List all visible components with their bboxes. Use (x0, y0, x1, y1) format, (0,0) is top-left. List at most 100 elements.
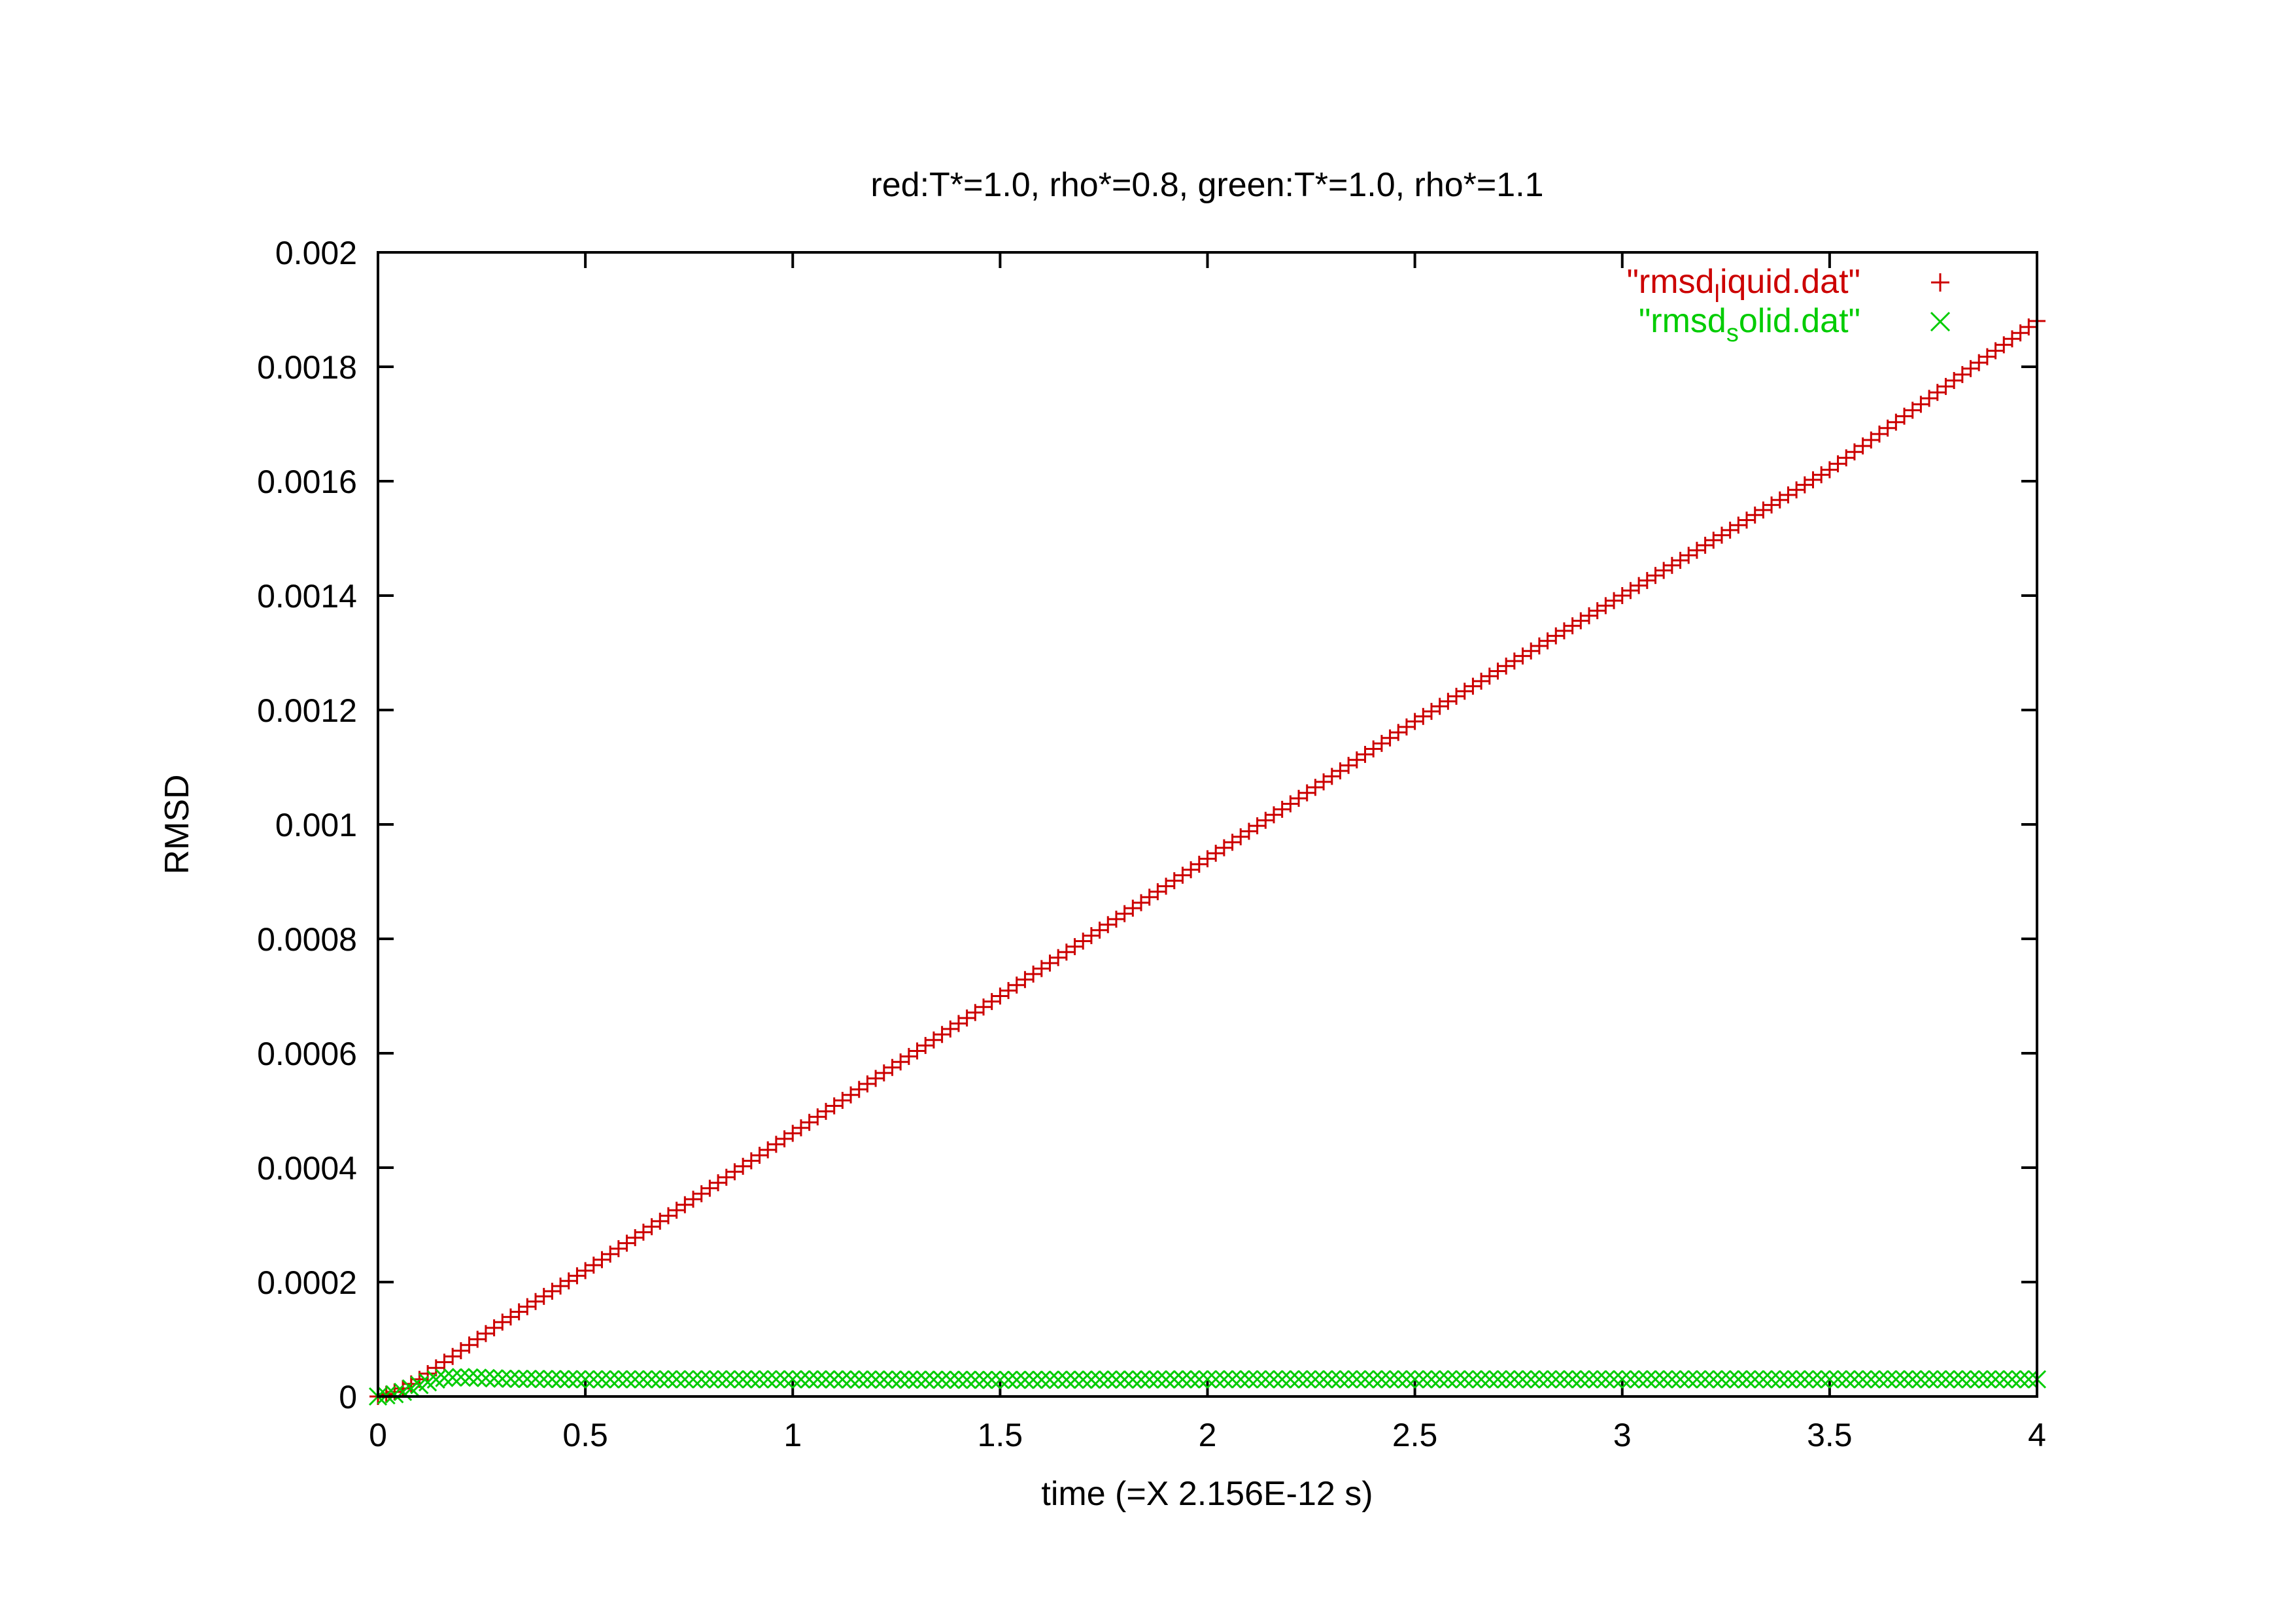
series-1-point (1928, 1370, 1947, 1389)
y-tick-label: 0.0004 (257, 1150, 357, 1187)
series-1-point (1878, 1370, 1897, 1389)
series-1-point (1007, 1370, 1026, 1389)
series-1-point (966, 1370, 985, 1389)
series-1-point (1538, 1370, 1557, 1389)
series-1-point (460, 1368, 479, 1387)
series-1-point (1405, 1370, 1424, 1389)
series-1-point (1322, 1370, 1341, 1389)
series-1-point (559, 1370, 578, 1389)
series-1-point (1422, 1370, 1441, 1389)
series-1-point (501, 1369, 521, 1389)
series-1-point (1016, 1370, 1035, 1389)
series-1-point (1131, 1370, 1151, 1389)
series-1-point (717, 1370, 736, 1389)
series-1-point (1455, 1370, 1474, 1389)
series-1-point (791, 1370, 810, 1389)
series-1-point (1920, 1370, 1939, 1389)
series-1-point (1090, 1370, 1109, 1389)
series-1-point (1547, 1370, 1566, 1389)
y-tick-label: 0.0016 (257, 464, 357, 500)
series-1-point (1845, 1370, 1864, 1389)
series-1-point (2019, 1370, 2038, 1389)
series-1-point (1970, 1370, 1989, 1389)
series-1-point (426, 1370, 445, 1389)
marks-layer (368, 313, 2047, 1406)
series-1-point (1065, 1370, 1084, 1389)
series-1-point (1712, 1370, 1732, 1389)
series-1-point (601, 1370, 620, 1389)
series-1-points (368, 1368, 2047, 1406)
ticks-layer: 0 0.5 1 1.5 2 2.5 3 3.5 4 0 0.0002 0.0004 0.0006 0.00… (257, 235, 2046, 1453)
series-1-point (750, 1370, 769, 1389)
series-1-point (1696, 1370, 1715, 1389)
x-tick-label: 0.5 (562, 1417, 608, 1453)
series-1-point (1049, 1370, 1068, 1389)
series-1-point (1754, 1370, 1773, 1389)
series-1-point (1024, 1370, 1043, 1389)
series-1-point (1082, 1370, 1101, 1389)
series-1-point (783, 1370, 802, 1389)
series-1-point (435, 1368, 454, 1387)
series-1-point (1596, 1370, 1615, 1389)
series-1-point (1812, 1370, 1831, 1389)
series-1-point (1787, 1370, 1806, 1389)
series-1-point (1945, 1370, 1964, 1389)
y-tick-label: 0.0018 (257, 349, 357, 386)
plot-frame (377, 251, 2038, 1398)
series-1-point (1579, 1370, 1599, 1389)
series-1-point (692, 1370, 711, 1389)
series-1-point (1961, 1370, 1980, 1389)
series-1-point (1488, 1370, 1507, 1389)
series-1-point (1314, 1370, 1333, 1389)
series-1-point (1464, 1370, 1482, 1389)
series-1-point (982, 1370, 1001, 1389)
series-1-point (742, 1370, 761, 1389)
series-1-point (493, 1369, 512, 1388)
series-1-point (551, 1370, 570, 1389)
y-tick-label: 0.002 (275, 235, 357, 271)
series-1-point (1157, 1370, 1176, 1389)
series-1-point (1637, 1370, 1656, 1389)
series-1-point (1165, 1370, 1184, 1389)
series-1-point (1356, 1370, 1375, 1389)
series-1-point (808, 1370, 827, 1389)
series-1-point (991, 1370, 1010, 1389)
y-axis-title: RMSD (158, 774, 196, 874)
series-1-point (916, 1370, 935, 1389)
series-1-point (1057, 1370, 1076, 1389)
x-tick-label: 0 (369, 1417, 387, 1453)
series-1-point (891, 1370, 910, 1389)
series-1-point (1762, 1370, 1781, 1389)
legend-marker-1 (1930, 311, 1951, 332)
series-1-point (1745, 1370, 1764, 1389)
series-1-point (1837, 1370, 1856, 1389)
series-1-point (899, 1370, 918, 1389)
series-1-point (1737, 1370, 1756, 1389)
series-1-point (451, 1368, 470, 1387)
series-1-point (1704, 1370, 1723, 1389)
series-1-point (874, 1370, 893, 1389)
series-1-point (1331, 1370, 1350, 1389)
series-1-point (1190, 1370, 1208, 1389)
x-tick-label: 2 (1199, 1417, 1217, 1453)
series-1-point (1505, 1370, 1524, 1389)
series-1-point (468, 1368, 487, 1387)
series-1-point (1513, 1370, 1532, 1389)
series-1-point (1720, 1370, 1739, 1389)
series-1-point (841, 1370, 861, 1389)
series-1-point (941, 1370, 960, 1389)
series-1-point (1414, 1370, 1433, 1389)
series-1-point (1820, 1370, 1839, 1389)
series-1-point (1977, 1370, 1996, 1389)
series-1-point (1953, 1370, 1972, 1389)
series-1-point (2011, 1370, 2030, 1389)
series-1-point (1613, 1370, 1632, 1389)
series-1-point (1621, 1370, 1640, 1389)
y-tick-label: 0.001 (275, 807, 357, 843)
legend-label-1: "rmsdsolid.dat" (1639, 302, 1860, 347)
series-1-point (1148, 1370, 1167, 1389)
series-1-point (1779, 1370, 1798, 1389)
x-tick-label: 4 (2028, 1417, 2046, 1453)
y-tick-label: 0.0012 (257, 692, 357, 729)
